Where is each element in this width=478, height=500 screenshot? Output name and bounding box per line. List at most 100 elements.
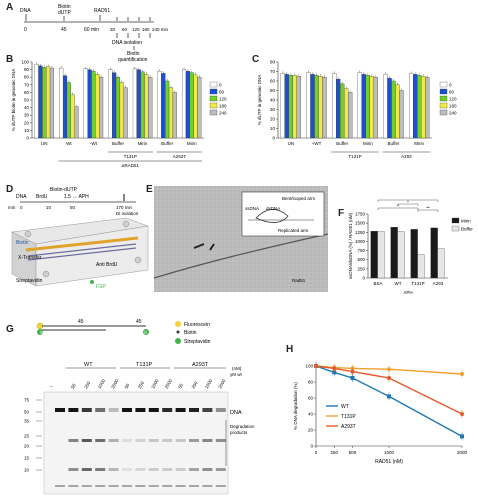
gel-band <box>108 408 119 412</box>
x-tick-label: 250 <box>330 450 338 455</box>
bar <box>390 227 398 279</box>
panel-label-h: H <box>286 344 294 355</box>
y-tick-label: 60 <box>308 396 314 401</box>
legend-swatch <box>439 109 448 116</box>
mw-marker: 75 <box>24 398 30 403</box>
y-tick-label: 1000 <box>355 239 366 244</box>
x-tick-label: Buffer <box>161 141 173 146</box>
a-dna-label: DNA <box>20 8 31 14</box>
d-antibrdu-label: Anti BrdU <box>96 262 118 268</box>
e-callout-replicated: Replicated arm <box>278 228 309 233</box>
bar <box>296 76 301 139</box>
x-tick-label: Wt <box>66 141 72 146</box>
x-axis-title: RAD51 (nM) <box>375 459 403 465</box>
bar <box>344 88 349 139</box>
gel-band <box>135 408 146 412</box>
sig-bracket <box>377 199 439 202</box>
lane-conc-label: 2000 <box>110 378 120 390</box>
g-products: products <box>230 430 248 435</box>
g-legend-biotin: Biotin <box>184 330 197 336</box>
a-dutp-label: dUTP <box>58 10 71 16</box>
bar <box>383 74 388 139</box>
gel-band <box>81 439 92 442</box>
b-sub-a293t: A293T <box>173 154 187 159</box>
x-tick-label: BSA <box>373 281 382 286</box>
y-tick-label: 1500 <box>355 221 366 226</box>
bar <box>421 76 426 139</box>
gel-band <box>122 439 132 442</box>
g-minus: – <box>50 384 53 389</box>
mw-marker: 20 <box>24 444 30 449</box>
y-tick-label: 80 <box>308 380 314 385</box>
g-legend-fluo-dot <box>175 321 181 327</box>
y-tick-label: 100 <box>305 364 313 369</box>
d-xtransfer-label: X-Transfer <box>18 255 42 261</box>
bar <box>280 73 285 139</box>
panel-label-g: G <box>6 324 14 335</box>
y-tick-label: 0 <box>310 444 313 449</box>
gel-band <box>202 485 213 487</box>
gel-band <box>95 439 106 442</box>
b-sub-rad51: ΔRAD51 <box>122 163 140 168</box>
gel-band <box>135 485 146 487</box>
bar <box>161 73 166 139</box>
y-tick-label: 40 <box>308 412 314 417</box>
g-dna-label: DNA <box>230 410 242 416</box>
bar <box>165 80 170 139</box>
y-tick-label: 0 <box>272 136 275 141</box>
gel-band <box>68 485 79 487</box>
legend-label: Buffer <box>461 227 473 232</box>
bar <box>193 74 198 139</box>
bar <box>306 72 311 139</box>
d-t0: 0 <box>20 205 23 210</box>
legend-label: 120 <box>449 97 457 102</box>
gel-band <box>189 485 199 487</box>
b-sub-t131p: T131P <box>124 154 137 159</box>
a-tlist-0: 30 <box>110 27 116 32</box>
legend-swatch <box>439 81 448 88</box>
gel-band <box>122 468 132 471</box>
bar <box>157 70 162 139</box>
x-tick-label: A293 <box>433 281 444 286</box>
y-tick-label: 10 <box>24 128 30 133</box>
legend-label: 180 <box>219 104 227 109</box>
bar <box>34 64 39 139</box>
sig-bracket <box>397 203 419 206</box>
sig-bracket <box>417 209 439 212</box>
bar <box>369 76 374 139</box>
bar <box>365 75 370 139</box>
panel-label-a: A <box>6 2 14 13</box>
bar <box>185 70 190 139</box>
e-inset <box>241 191 325 237</box>
data-point <box>314 364 318 368</box>
y-tick-label: 100 <box>21 60 29 65</box>
gel-band <box>81 468 92 471</box>
mw-marker: 50 <box>24 410 30 415</box>
gel-band <box>55 408 65 412</box>
gel-band <box>95 468 106 471</box>
bar <box>62 75 68 139</box>
e-callout-bent: Bent/looped arm <box>282 196 315 201</box>
legend-label: 120 <box>219 97 227 102</box>
e-scale-label: Rad51 <box>292 278 306 283</box>
lane-conc-label: 50 <box>70 382 77 389</box>
bar <box>42 67 47 139</box>
sig-star: * <box>407 200 409 205</box>
y-tick-label: 30 <box>24 113 30 118</box>
g-legend-strep: Streptavidin <box>184 339 211 345</box>
g-group-a293t: A293T <box>192 362 209 368</box>
y-tick-label: 10 <box>270 126 276 131</box>
y-axis-title: % dUTP biotin in genomic DNA <box>11 69 16 131</box>
bar <box>395 84 400 139</box>
g-streptavidin-dot <box>37 329 43 335</box>
y-tick-label: 1250 <box>355 230 366 235</box>
g-conc-title: (nM) <box>232 366 242 371</box>
data-point <box>332 366 337 371</box>
legend-label: 240 <box>219 111 227 116</box>
data-point <box>387 367 391 372</box>
x-tick-label: Mirin <box>414 141 424 146</box>
sig-star: * <box>397 204 399 209</box>
a-t0: 0 <box>24 27 27 33</box>
legend-label: A293T <box>341 424 356 430</box>
gel-band <box>215 408 226 412</box>
